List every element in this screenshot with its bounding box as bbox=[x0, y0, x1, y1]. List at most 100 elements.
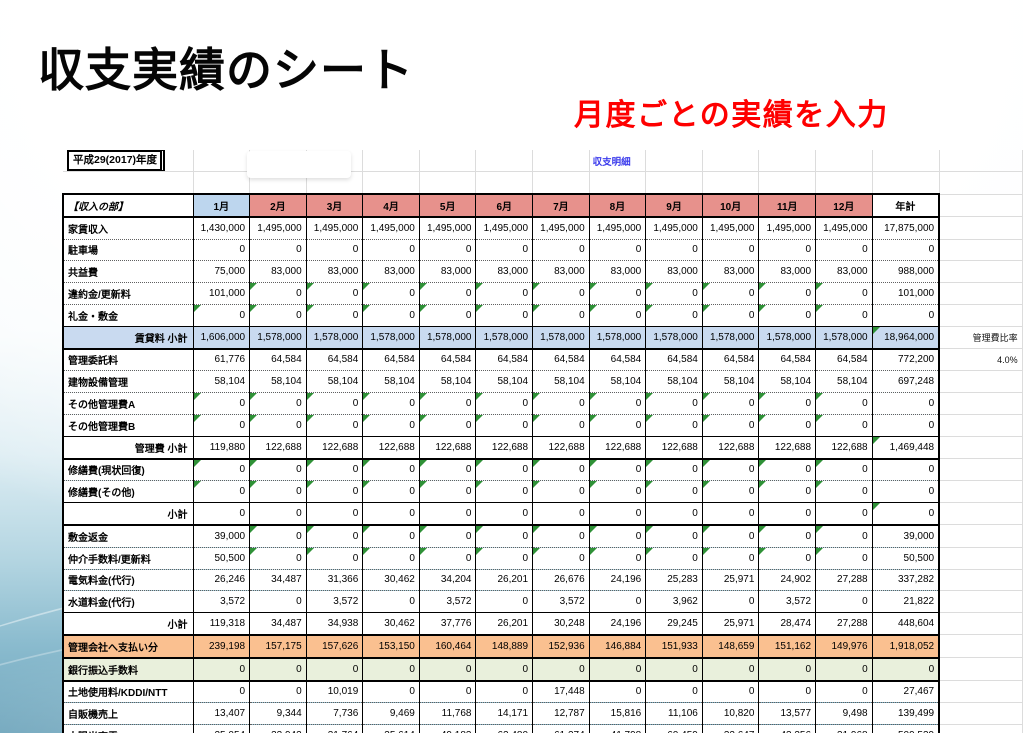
sheet-link[interactable]: 収支明細 bbox=[592, 156, 631, 168]
total-cell: 101,000 bbox=[872, 282, 941, 305]
gutter-note bbox=[939, 282, 1023, 305]
cell: 61,274 bbox=[532, 724, 590, 733]
cell: 0 bbox=[419, 282, 477, 305]
cell-note-triangle-icon bbox=[419, 283, 427, 291]
cell: 146,884 bbox=[589, 634, 647, 659]
gutter-note bbox=[939, 502, 1023, 526]
cell-note-triangle-icon bbox=[816, 481, 824, 489]
pre-cell bbox=[758, 171, 817, 195]
row-label: 敷金返金 bbox=[62, 524, 194, 548]
cell: 0 bbox=[702, 304, 760, 327]
cell: 0 bbox=[419, 524, 477, 548]
pre-cell bbox=[702, 171, 760, 195]
cell-note-triangle-icon bbox=[816, 414, 824, 422]
gutter-note bbox=[939, 239, 1023, 262]
cell: 0 bbox=[419, 680, 477, 704]
pre-cell bbox=[872, 171, 940, 195]
cell: 0 bbox=[362, 480, 420, 504]
cell: 27,288 bbox=[815, 612, 873, 636]
month-header: 9月 bbox=[645, 193, 703, 218]
cell: 83,000 bbox=[249, 260, 307, 284]
cell: 0 bbox=[475, 282, 534, 305]
total-cell: 50,500 bbox=[872, 547, 941, 570]
gutter-note bbox=[939, 370, 1023, 394]
cell: 0 bbox=[249, 304, 307, 327]
cell: 83,000 bbox=[362, 260, 420, 284]
cell: 64,584 bbox=[306, 348, 364, 372]
cell-note-triangle-icon bbox=[250, 283, 258, 291]
cell: 0 bbox=[362, 304, 420, 327]
cell: 0 bbox=[193, 239, 251, 262]
cell-note-triangle-icon bbox=[646, 459, 654, 467]
cell: 0 bbox=[589, 282, 647, 305]
cell: 0 bbox=[758, 392, 817, 415]
cell: 64,584 bbox=[532, 348, 590, 372]
pre-cell bbox=[362, 171, 420, 195]
cell: 0 bbox=[362, 547, 420, 570]
cell: 0 bbox=[532, 524, 590, 548]
cell: 0 bbox=[249, 392, 307, 415]
cell-note-triangle-icon bbox=[646, 414, 654, 422]
cell-note-triangle-icon bbox=[476, 283, 484, 291]
cell: 0 bbox=[249, 282, 307, 305]
cell-note-triangle-icon bbox=[759, 525, 767, 533]
gutter-note bbox=[939, 216, 1023, 240]
cell-note-triangle-icon bbox=[306, 547, 314, 555]
cell: 1,578,000 bbox=[815, 326, 873, 350]
pre-cell bbox=[193, 150, 251, 172]
cell: 24,196 bbox=[589, 612, 647, 636]
cell: 0 bbox=[249, 590, 307, 614]
cell: 0 bbox=[249, 547, 307, 570]
cell: 0 bbox=[815, 282, 873, 305]
cell: 0 bbox=[532, 480, 590, 504]
cell: 83,000 bbox=[475, 260, 534, 284]
month-header: 11月 bbox=[758, 193, 817, 218]
cell: 0 bbox=[702, 502, 760, 526]
cell-note-triangle-icon bbox=[872, 326, 880, 334]
cell: 26,201 bbox=[475, 612, 534, 636]
row-label: その他管理費B bbox=[62, 414, 194, 437]
cell-note-triangle-icon bbox=[872, 436, 880, 444]
cell-note-triangle-icon bbox=[589, 547, 597, 555]
cell: 26,201 bbox=[475, 569, 534, 592]
cell: 1,495,000 bbox=[815, 216, 873, 240]
row-label: 管理費 小計 bbox=[62, 436, 194, 460]
cell: 0 bbox=[758, 458, 817, 482]
cell: 3,572 bbox=[758, 590, 817, 614]
cell-note-triangle-icon bbox=[476, 393, 484, 401]
cell-note-triangle-icon bbox=[306, 459, 314, 467]
cell: 0 bbox=[419, 480, 477, 504]
gutter-note bbox=[939, 524, 1023, 548]
cell: 0 bbox=[645, 657, 703, 682]
cell-note-triangle-icon bbox=[419, 547, 427, 555]
cell-note-triangle-icon bbox=[702, 525, 710, 533]
cell: 0 bbox=[589, 480, 647, 504]
cell-note-triangle-icon bbox=[816, 283, 824, 291]
cell: 0 bbox=[645, 392, 703, 415]
cell: 1,495,000 bbox=[702, 216, 760, 240]
cell: 34,487 bbox=[249, 612, 307, 636]
cell-note-triangle-icon bbox=[589, 459, 597, 467]
cell: 157,175 bbox=[249, 634, 307, 659]
cell: 0 bbox=[589, 392, 647, 415]
cell: 0 bbox=[475, 680, 534, 704]
cell: 64,584 bbox=[758, 348, 817, 372]
cell: 0 bbox=[702, 524, 760, 548]
cell: 0 bbox=[645, 547, 703, 570]
cell-note-triangle-icon bbox=[363, 459, 371, 467]
cell: 0 bbox=[702, 590, 760, 614]
cell-note-triangle-icon bbox=[419, 304, 427, 312]
pre-cell bbox=[939, 171, 1023, 195]
cell: 157,626 bbox=[306, 634, 364, 659]
cell: 122,688 bbox=[815, 436, 873, 460]
cell: 0 bbox=[193, 502, 251, 526]
month-header: 1月 bbox=[193, 193, 251, 218]
gutter-note bbox=[939, 702, 1023, 726]
pre-cell bbox=[939, 150, 1023, 172]
month-header: 3月 bbox=[306, 193, 364, 218]
total-cell: 1,469,448 bbox=[872, 436, 941, 460]
cell: 0 bbox=[532, 547, 590, 570]
cell: 0 bbox=[193, 304, 251, 327]
cell-note-triangle-icon bbox=[702, 414, 710, 422]
cell: 14,171 bbox=[475, 702, 534, 726]
